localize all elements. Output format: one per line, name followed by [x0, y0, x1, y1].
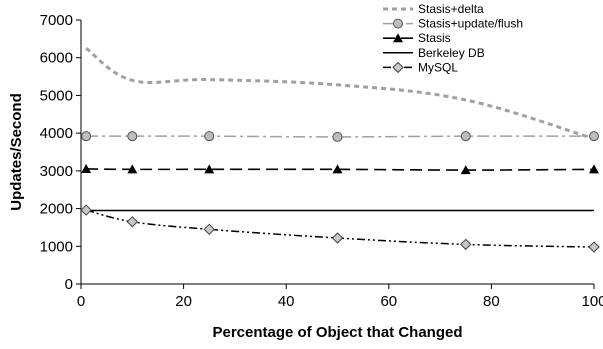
data-point-mysql: [80, 204, 92, 216]
x-tick-label: 40: [278, 293, 295, 310]
data-point-mysql: [126, 216, 139, 228]
chart-axes: 0 1000 2000 3000 4000 5000 6000 7000 0 20 40 60 80 10…: [40, 12, 603, 310]
chart-series: [80, 47, 600, 253]
y-tick-label: 1000: [40, 238, 73, 255]
x-tick-label: 100: [581, 293, 603, 310]
y-tick-label: 7000: [40, 12, 73, 29]
x-tick-label: 60: [380, 293, 397, 310]
y-tick-label: 4000: [40, 125, 73, 142]
series-stasis: [81, 163, 599, 175]
legend-label: Stasis: [418, 31, 451, 45]
data-point-stasis-update-flush: [589, 131, 599, 142]
x-tick-label: 20: [175, 293, 192, 310]
legend-label: Berkeley DB: [418, 46, 485, 60]
legend-item-stasis-delta: Stasis+delta: [383, 2, 484, 16]
legend-item-stasis: Stasis: [383, 31, 451, 45]
data-point-mysql: [331, 232, 344, 244]
series-mysql: [80, 204, 600, 253]
data-point-mysql: [203, 223, 215, 236]
legend-marker: [393, 33, 403, 43]
y-tick-label: 6000: [40, 50, 73, 67]
data-point-stasis-update-flush: [332, 131, 343, 142]
y-axis-title: Updates/Second: [8, 93, 25, 211]
chart-legend: Stasis+deltaStasis+update/flushStasisBer…: [383, 2, 523, 74]
data-point-stasis-update-flush: [81, 131, 92, 142]
data-point-stasis: [81, 163, 92, 173]
y-tick-label: 0: [65, 276, 73, 293]
data-point-stasis-update-flush: [460, 131, 471, 142]
data-point-stasis: [332, 164, 343, 174]
legend-label: MySQL: [418, 60, 458, 74]
data-point-stasis: [127, 164, 138, 174]
legend-item-mysql: MySQL: [383, 60, 458, 74]
y-tick-label: 5000: [40, 87, 73, 104]
data-point-stasis: [589, 164, 599, 174]
data-point-stasis: [460, 165, 471, 175]
y-tick-label: 3000: [40, 163, 73, 180]
x-tick-label: 0: [77, 293, 85, 310]
data-point-stasis: [204, 164, 215, 174]
legend-item-stasis-update-flush: Stasis+update/flush: [383, 17, 523, 31]
series-line-mysql: [85, 209, 595, 248]
data-point-stasis-update-flush: [127, 131, 138, 142]
y-tick-label: 2000: [40, 201, 73, 218]
legend-marker: [393, 18, 403, 29]
data-point-mysql: [460, 238, 472, 251]
legend-item-berkeley-db: Berkeley DB: [383, 46, 485, 60]
x-tick-label: 80: [483, 293, 500, 310]
series-stasis-update-flush: [81, 131, 599, 142]
data-point-mysql: [588, 241, 600, 253]
x-axis-title: Percentage of Object that Changed: [212, 324, 462, 341]
series-line-stasis-delta: [85, 47, 595, 141]
legend-label: Stasis+update/flush: [418, 17, 523, 31]
legend-label: Stasis+delta: [418, 2, 484, 16]
legend-marker: [392, 61, 404, 74]
series-stasis-delta: [85, 47, 595, 141]
data-point-stasis-update-flush: [204, 131, 215, 142]
